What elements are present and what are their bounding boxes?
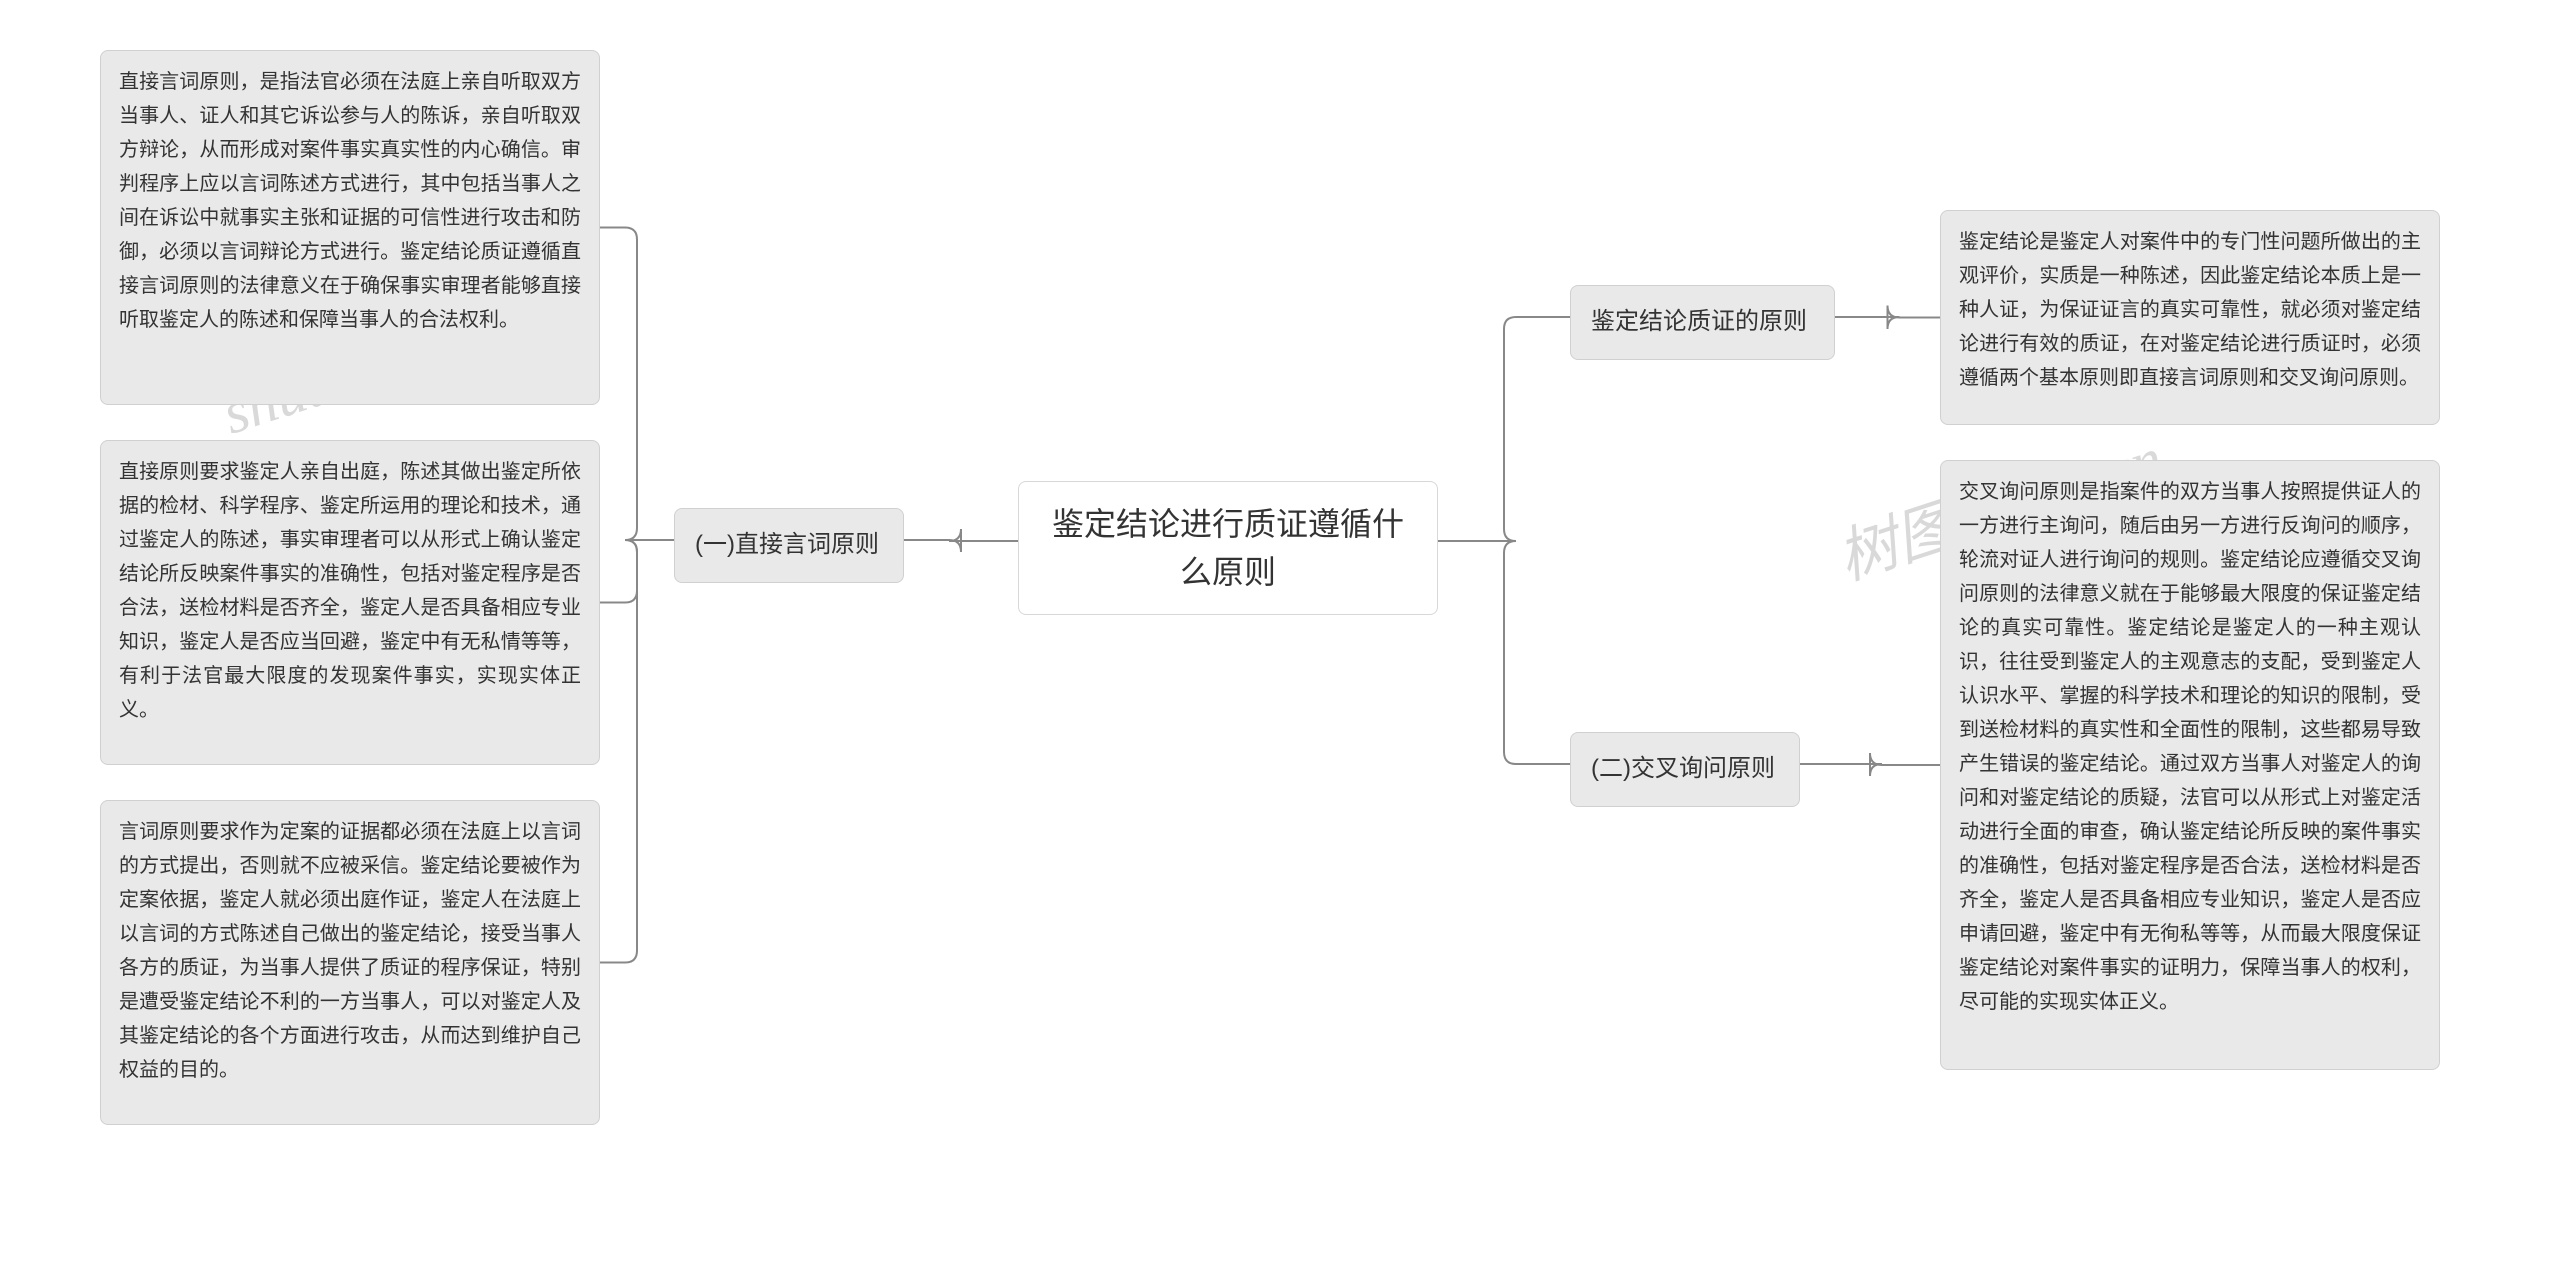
mindmap-canvas: shutu.cn 树图 shutu.cn 鉴定结论进行质证遵循什么原则 (一)直… [0,0,2560,1281]
right-leaf-2: 交叉询问原则是指案件的双方当事人按照提供证人的一方进行主询问，随后由另一方进行反… [1940,460,2440,1070]
left-leaf-1: 直接言词原则，是指法官必须在法庭上亲自听取双方当事人、证人和其它诉讼参与人的陈诉… [100,50,600,405]
left-leaf-2: 直接原则要求鉴定人亲自出庭，陈述其做出鉴定所依据的检材、科学程序、鉴定所运用的理… [100,440,600,765]
right-branch-2: (二)交叉询问原则 [1570,732,1800,807]
right-leaf-1: 鉴定结论是鉴定人对案件中的专门性问题所做出的主观评价，实质是一种陈述，因此鉴定结… [1940,210,2440,425]
center-node: 鉴定结论进行质证遵循什么原则 [1018,481,1438,615]
right-branch-1: 鉴定结论质证的原则 [1570,285,1835,360]
left-leaf-3: 言词原则要求作为定案的证据都必须在法庭上以言词的方式提出，否则就不应被采信。鉴定… [100,800,600,1125]
left-branch-node: (一)直接言词原则 [674,508,904,583]
